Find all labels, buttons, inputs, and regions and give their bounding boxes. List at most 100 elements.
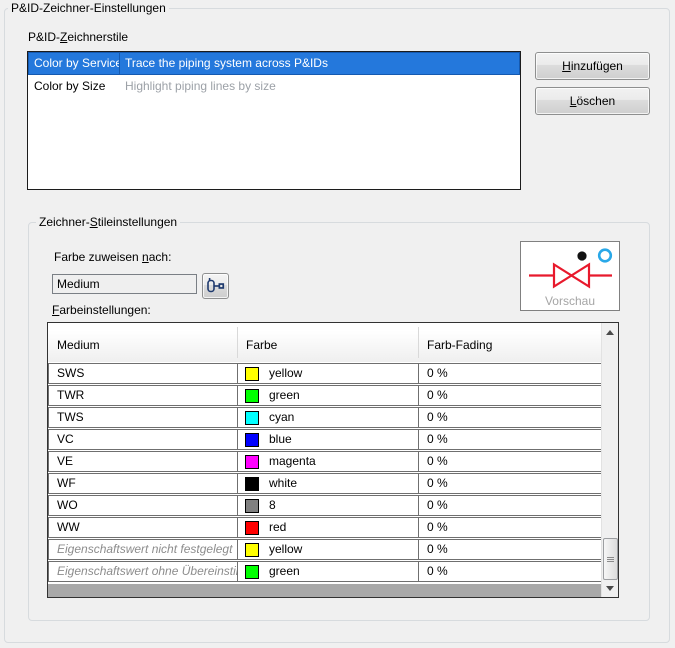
scroll-down-button[interactable] <box>602 580 618 596</box>
color-swatch <box>245 476 259 491</box>
table-body: SWS yellow 0 % TWR green 0 % TWS cyan 0 … <box>48 363 602 583</box>
blue-ring-icon <box>597 248 613 263</box>
color-cell[interactable]: magenta <box>238 452 419 471</box>
styles-list-label: P&ID-Zeichnerstile <box>28 30 129 44</box>
color-settings-table[interactable]: Medium Farbe Farb-Fading SWS yellow 0 % … <box>47 322 619 598</box>
black-dot-icon <box>577 251 587 261</box>
style-description: Highlight piping lines by size <box>125 79 276 93</box>
medium-cell[interactable]: SWS <box>49 364 238 383</box>
color-table-row[interactable]: Eigenschaftswert ohne Übereinstim... gre… <box>48 561 602 582</box>
valve-symbol <box>529 248 613 289</box>
medium-cell[interactable]: Eigenschaftswert nicht festgelegt <box>49 540 238 559</box>
color-swatch <box>245 542 259 557</box>
medium-cell[interactable]: WO <box>49 496 238 515</box>
style-list-item[interactable]: Color by Service Trace the piping system… <box>28 52 520 75</box>
color-swatch <box>245 520 259 535</box>
column-header-farbe: Farbe <box>246 338 278 352</box>
column-header-medium: Medium <box>57 338 100 352</box>
color-name: cyan <box>269 410 295 424</box>
medium-cell[interactable]: Eigenschaftswert ohne Übereinstim... <box>49 562 238 581</box>
color-cell[interactable]: green <box>238 386 419 405</box>
dialog-title: P&ID-Zeichner-Einstellungen <box>8 1 169 15</box>
arrow-up-icon <box>606 329 614 335</box>
medium-cell[interactable]: TWR <box>49 386 238 405</box>
column-divider <box>119 52 120 75</box>
style-list[interactable]: Color by Service Trace the piping system… <box>27 51 521 190</box>
scrollbar-thumb[interactable] <box>603 538 618 580</box>
pick-object-button[interactable] <box>202 273 229 299</box>
color-name: blue <box>269 432 292 446</box>
color-swatch <box>245 498 259 513</box>
color-cell[interactable]: cyan <box>238 408 419 427</box>
color-name: 8 <box>269 498 276 512</box>
color-swatch <box>245 432 259 447</box>
fading-cell[interactable]: 0 % <box>427 366 448 380</box>
color-name: green <box>269 564 300 578</box>
header-separator <box>418 327 419 358</box>
assign-by-field[interactable]: Medium <box>52 274 197 294</box>
color-name: green <box>269 388 300 402</box>
color-cell[interactable]: blue <box>238 430 419 449</box>
fading-cell[interactable]: 0 % <box>427 388 448 402</box>
fading-cell[interactable]: 0 % <box>427 476 448 490</box>
color-cell[interactable]: 8 <box>238 496 419 515</box>
medium-cell[interactable]: VC <box>49 430 238 449</box>
main-groupbox <box>4 8 670 643</box>
assign-by-label: Farbe zuweisen nach: <box>54 250 172 264</box>
color-table-row[interactable]: WW red 0 % <box>48 517 602 538</box>
color-table-row[interactable]: TWR green 0 % <box>48 385 602 406</box>
medium-cell[interactable]: WF <box>49 474 238 493</box>
color-swatch <box>245 564 259 579</box>
color-cell[interactable]: green <box>238 562 419 581</box>
medium-cell[interactable]: TWS <box>49 408 238 427</box>
color-cell[interactable]: red <box>238 518 419 537</box>
style-name: Color by Service <box>34 56 119 70</box>
style-list-item[interactable]: Color by Size Highlight piping lines by … <box>28 75 520 98</box>
color-table-row[interactable]: VE magenta 0 % <box>48 451 602 472</box>
color-table-row[interactable]: WO 8 0 % <box>48 495 602 516</box>
fading-cell[interactable]: 0 % <box>427 410 448 424</box>
style-settings-groupbox <box>28 222 650 621</box>
color-swatch <box>245 454 259 469</box>
horizontal-scrollbar[interactable] <box>48 584 602 597</box>
color-name: yellow <box>269 542 303 556</box>
scroll-up-button[interactable] <box>602 324 618 340</box>
style-description: Trace the piping system across P&IDs <box>125 56 328 70</box>
add-button[interactable]: Hinzufügen <box>535 52 650 80</box>
color-name: white <box>269 476 298 490</box>
color-swatch <box>245 366 259 381</box>
fading-cell[interactable]: 0 % <box>427 454 448 468</box>
color-table-row[interactable]: VC blue 0 % <box>48 429 602 450</box>
vertical-scrollbar[interactable] <box>601 323 618 597</box>
color-table-row[interactable]: Eigenschaftswert nicht festgelegt yellow… <box>48 539 602 560</box>
fading-cell[interactable]: 0 % <box>427 542 448 556</box>
fading-cell[interactable]: 0 % <box>427 498 448 512</box>
color-name: red <box>269 520 287 534</box>
color-name: yellow <box>269 366 303 380</box>
fading-cell[interactable]: 0 % <box>427 564 448 578</box>
color-cell[interactable]: yellow <box>238 364 419 383</box>
fading-cell[interactable]: 0 % <box>427 520 448 534</box>
color-swatch <box>245 410 259 425</box>
style-name: Color by Size <box>34 79 106 93</box>
arrow-down-icon <box>606 585 614 591</box>
select-object-icon <box>205 276 226 297</box>
color-cell[interactable]: white <box>238 474 419 493</box>
medium-cell[interactable]: WW <box>49 518 238 537</box>
color-table-row[interactable]: WF white 0 % <box>48 473 602 494</box>
color-table-row[interactable]: TWS cyan 0 % <box>48 407 602 428</box>
table-header: Medium Farbe Farb-Fading <box>48 323 602 362</box>
fading-cell[interactable]: 0 % <box>427 432 448 446</box>
color-cell[interactable]: yellow <box>238 540 419 559</box>
medium-cell[interactable]: VE <box>49 452 238 471</box>
color-name: magenta <box>269 454 316 468</box>
color-swatch <box>245 388 259 403</box>
column-header-farb-fading: Farb-Fading <box>427 338 493 352</box>
color-table-row[interactable]: SWS yellow 0 % <box>48 363 602 384</box>
header-separator <box>237 327 238 358</box>
style-settings-label: Zeichner-Stileinstellungen <box>36 215 181 229</box>
preview-box: Vorschau <box>520 241 620 311</box>
preview-label: Vorschau <box>544 294 596 308</box>
delete-button[interactable]: Löschen <box>535 87 650 115</box>
